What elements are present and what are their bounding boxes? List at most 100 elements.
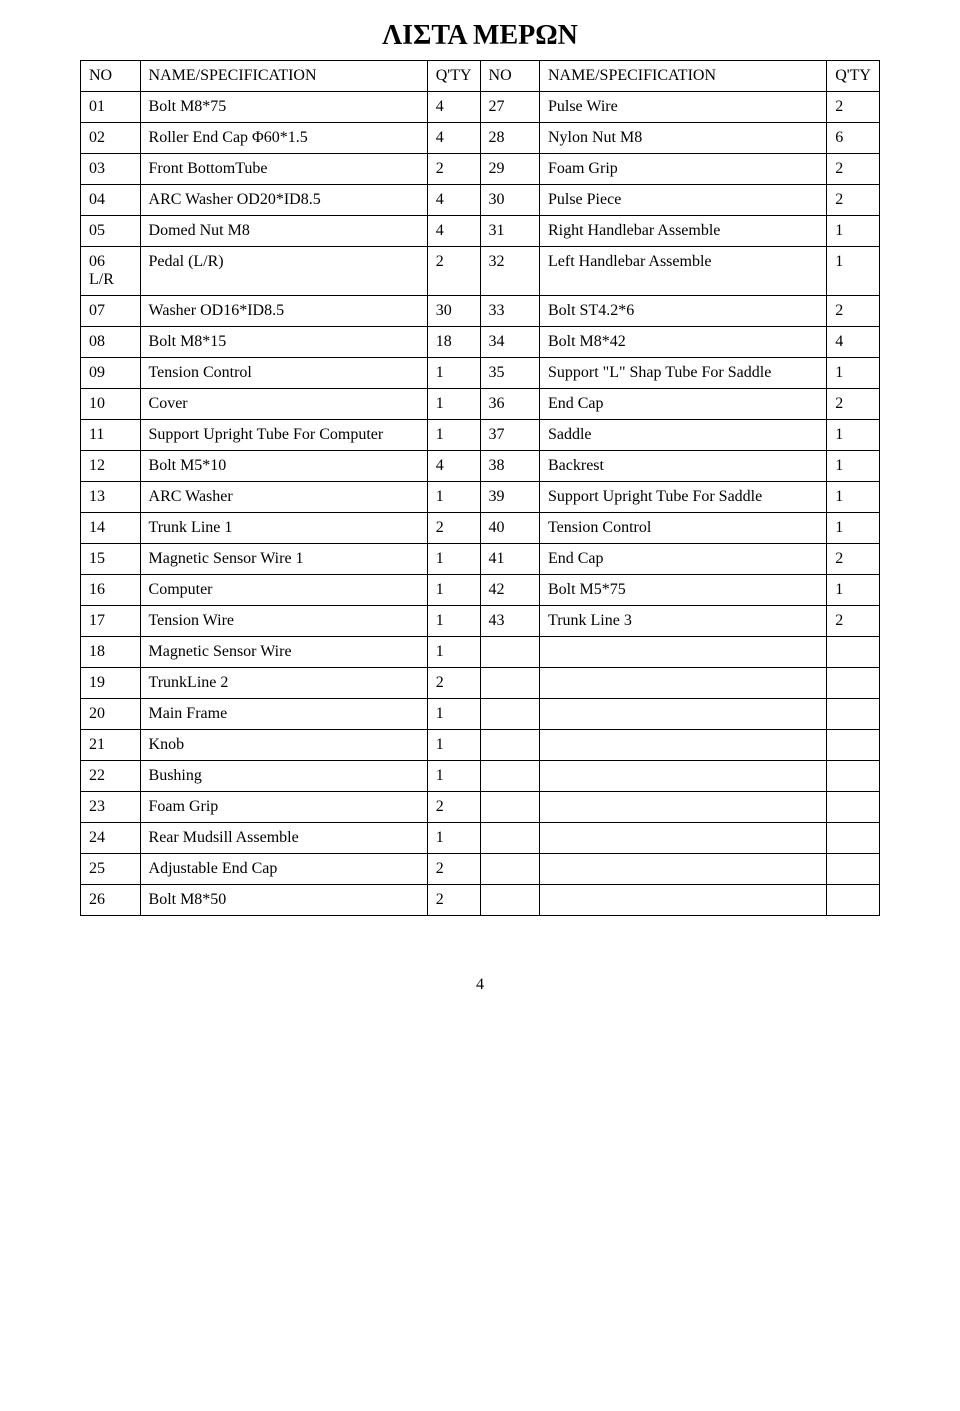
header-no-2: NO bbox=[480, 61, 539, 92]
table-cell bbox=[827, 823, 880, 854]
table-cell: 36 bbox=[480, 389, 539, 420]
table-cell: 23 bbox=[81, 792, 141, 823]
table-cell: 2 bbox=[827, 154, 880, 185]
header-name-1: NAME/SPECIFICATION bbox=[140, 61, 427, 92]
table-cell: Magnetic Sensor Wire 1 bbox=[140, 544, 427, 575]
table-cell: 41 bbox=[480, 544, 539, 575]
table-cell: 2 bbox=[427, 513, 480, 544]
table-cell bbox=[539, 730, 826, 761]
table-cell: 2 bbox=[827, 185, 880, 216]
table-cell bbox=[539, 699, 826, 730]
table-cell: 16 bbox=[81, 575, 141, 606]
header-qty-2: Q'TY bbox=[827, 61, 880, 92]
table-row: 04ARC Washer OD20*ID8.5430Pulse Piece2 bbox=[81, 185, 880, 216]
table-cell: 22 bbox=[81, 761, 141, 792]
table-cell: 1 bbox=[427, 699, 480, 730]
table-cell: 4 bbox=[427, 92, 480, 123]
table-cell: 2 bbox=[827, 389, 880, 420]
table-cell: 02 bbox=[81, 123, 141, 154]
table-cell: 6 bbox=[827, 123, 880, 154]
table-cell: Tension Control bbox=[539, 513, 826, 544]
table-cell: 20 bbox=[81, 699, 141, 730]
table-cell: 4 bbox=[427, 185, 480, 216]
table-cell: 1 bbox=[427, 389, 480, 420]
table-row: 08Bolt M8*151834Bolt M8*424 bbox=[81, 327, 880, 358]
table-cell bbox=[539, 823, 826, 854]
table-cell bbox=[827, 885, 880, 916]
table-cell: Knob bbox=[140, 730, 427, 761]
table-row: 03Front BottomTube229Foam Grip2 bbox=[81, 154, 880, 185]
table-cell: 1 bbox=[827, 451, 880, 482]
table-row: 25Adjustable End Cap2 bbox=[81, 854, 880, 885]
table-cell: ARC Washer bbox=[140, 482, 427, 513]
table-cell: 10 bbox=[81, 389, 141, 420]
table-cell: 15 bbox=[81, 544, 141, 575]
table-cell: Computer bbox=[140, 575, 427, 606]
table-cell: 1 bbox=[827, 513, 880, 544]
table-cell: 04 bbox=[81, 185, 141, 216]
table-cell: Pedal (L/R) bbox=[140, 247, 427, 296]
table-cell: Support Upright Tube For Saddle bbox=[539, 482, 826, 513]
table-row: 07Washer OD16*ID8.53033Bolt ST4.2*62 bbox=[81, 296, 880, 327]
table-cell bbox=[480, 854, 539, 885]
table-cell: Trunk Line 1 bbox=[140, 513, 427, 544]
table-row: 13ARC Washer139Support Upright Tube For … bbox=[81, 482, 880, 513]
table-cell: 39 bbox=[480, 482, 539, 513]
table-cell: 25 bbox=[81, 854, 141, 885]
table-cell: 1 bbox=[427, 420, 480, 451]
table-cell: Bolt M8*15 bbox=[140, 327, 427, 358]
table-row: 23Foam Grip2 bbox=[81, 792, 880, 823]
table-cell: 19 bbox=[81, 668, 141, 699]
table-cell: 18 bbox=[81, 637, 141, 668]
table-cell bbox=[827, 637, 880, 668]
table-cell: 33 bbox=[480, 296, 539, 327]
table-row: 18Magnetic Sensor Wire1 bbox=[81, 637, 880, 668]
table-cell: 26 bbox=[81, 885, 141, 916]
table-row: 05Domed Nut M8431Right Handlebar Assembl… bbox=[81, 216, 880, 247]
table-cell: Bolt M5*75 bbox=[539, 575, 826, 606]
table-cell: 30 bbox=[427, 296, 480, 327]
table-cell: 4 bbox=[427, 123, 480, 154]
table-cell: Bolt M8*75 bbox=[140, 92, 427, 123]
header-no-1: NO bbox=[81, 61, 141, 92]
table-cell bbox=[480, 885, 539, 916]
table-cell: 01 bbox=[81, 92, 141, 123]
table-cell: Foam Grip bbox=[539, 154, 826, 185]
page-number: 4 bbox=[80, 976, 880, 994]
table-cell bbox=[539, 761, 826, 792]
table-row: 15Magnetic Sensor Wire 1141End Cap2 bbox=[81, 544, 880, 575]
table-cell: Adjustable End Cap bbox=[140, 854, 427, 885]
table-cell: 11 bbox=[81, 420, 141, 451]
table-cell: 1 bbox=[427, 637, 480, 668]
table-cell: 1 bbox=[427, 823, 480, 854]
table-row: 20Main Frame1 bbox=[81, 699, 880, 730]
table-cell: 1 bbox=[827, 482, 880, 513]
table-cell: 2 bbox=[427, 854, 480, 885]
table-cell: 1 bbox=[427, 575, 480, 606]
table-cell: 29 bbox=[480, 154, 539, 185]
table-cell: TrunkLine 2 bbox=[140, 668, 427, 699]
table-cell: Main Frame bbox=[140, 699, 427, 730]
table-cell bbox=[827, 761, 880, 792]
table-cell: Support "L" Shap Tube For Saddle bbox=[539, 358, 826, 389]
table-cell: 14 bbox=[81, 513, 141, 544]
table-cell: Bushing bbox=[140, 761, 427, 792]
document-title: ΛΙΣΤΑ ΜΕΡΩΝ bbox=[80, 20, 880, 52]
table-cell: 2 bbox=[827, 296, 880, 327]
table-cell: 2 bbox=[427, 792, 480, 823]
table-row: 17Tension Wire143Trunk Line 32 bbox=[81, 606, 880, 637]
table-cell: Domed Nut M8 bbox=[140, 216, 427, 247]
table-cell bbox=[480, 699, 539, 730]
table-cell bbox=[539, 637, 826, 668]
header-qty-1: Q'TY bbox=[427, 61, 480, 92]
table-cell: Rear Mudsill Assemble bbox=[140, 823, 427, 854]
table-cell: 35 bbox=[480, 358, 539, 389]
table-cell: 1 bbox=[427, 730, 480, 761]
table-row: 19TrunkLine 22 bbox=[81, 668, 880, 699]
table-cell: 43 bbox=[480, 606, 539, 637]
table-cell: Foam Grip bbox=[140, 792, 427, 823]
table-row: 22Bushing1 bbox=[81, 761, 880, 792]
table-cell: Nylon Nut M8 bbox=[539, 123, 826, 154]
table-cell: 07 bbox=[81, 296, 141, 327]
table-header-row: NO NAME/SPECIFICATION Q'TY NO NAME/SPECI… bbox=[81, 61, 880, 92]
